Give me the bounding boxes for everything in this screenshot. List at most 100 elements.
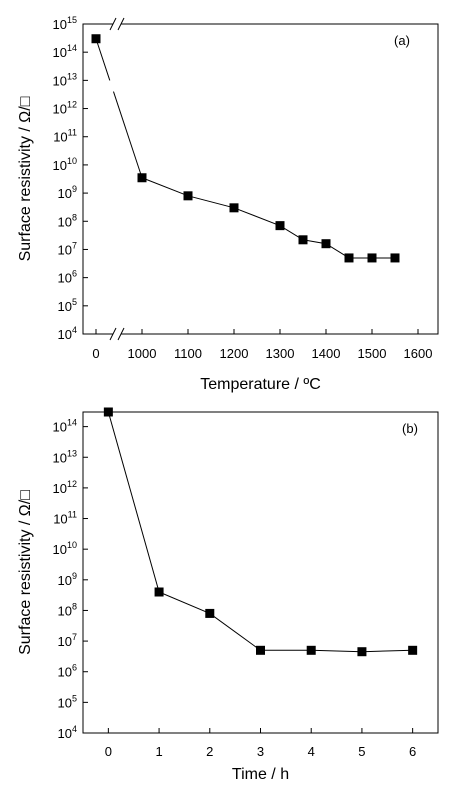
y-tick-exponent: 11 — [68, 128, 77, 138]
series-line-segment — [113, 91, 143, 178]
data-point — [91, 34, 101, 44]
y-tick-exponent: 8 — [72, 212, 77, 222]
y-tick-label: 104 — [58, 325, 77, 342]
y-tick-base: 10 — [58, 327, 72, 342]
x-tick-label: 5 — [358, 744, 365, 759]
x-tick-label: 4 — [308, 744, 315, 759]
y-tick-base: 10 — [58, 271, 72, 286]
plot-frame — [82, 411, 439, 734]
series-line — [141, 177, 395, 259]
data-point — [256, 645, 265, 655]
y-tick-label: 1011 — [53, 510, 77, 527]
data-point — [344, 253, 354, 263]
data-point — [275, 221, 285, 231]
data-point — [357, 647, 367, 657]
x-axis-title: Temperature / ºC — [200, 376, 321, 393]
y-tick-exponent: 10 — [67, 156, 77, 166]
y-tick-exponent: 6 — [72, 269, 77, 279]
y-tick-exponent: 6 — [72, 663, 77, 673]
y-tick-label: 1010 — [53, 156, 77, 173]
y-tick-label: 1013 — [53, 448, 77, 465]
x-tick-label: 3 — [257, 744, 264, 759]
y-tick-label: 108 — [58, 601, 77, 618]
data-point — [390, 253, 400, 263]
y-tick-exponent: 14 — [67, 418, 77, 428]
y-tick-exponent: 13 — [67, 71, 77, 81]
y-tick-base: 10 — [58, 299, 72, 314]
y-tick-label: 1014 — [53, 43, 77, 60]
y-tick-base: 10 — [58, 695, 72, 710]
y-tick-label: 108 — [58, 212, 77, 229]
data-point — [205, 608, 215, 618]
series-line — [107, 411, 413, 653]
y-tick-label: 1012 — [53, 100, 77, 117]
panel-label: (a) — [394, 33, 410, 48]
y-tick-label: 109 — [58, 571, 77, 588]
data-point — [183, 191, 193, 201]
y-tick-exponent: 15 — [67, 15, 77, 25]
panel-label: (b) — [402, 421, 418, 436]
y-tick-base: 10 — [58, 634, 72, 649]
x-tick-label: 0 — [105, 744, 112, 759]
x-tick-label: 1300 — [266, 346, 295, 361]
y-tick-exponent: 8 — [72, 601, 77, 611]
y-tick-base: 10 — [53, 158, 67, 173]
data-point — [229, 203, 239, 213]
chart-panel-0: 1041051061071081091010101110121013101410… — [17, 15, 439, 393]
x-tick-label: 0 — [92, 346, 99, 361]
y-axis-title: Surface resistivity / Ω/□ — [17, 96, 34, 261]
x-tick-label: 2 — [206, 744, 213, 759]
y-tick-base: 10 — [58, 573, 72, 588]
x-tick-label: 1600 — [404, 346, 433, 361]
y-tick-label: 1011 — [53, 128, 77, 145]
y-tick-base: 10 — [53, 73, 67, 88]
y-tick-label: 105 — [58, 297, 77, 314]
y-tick-base: 10 — [58, 186, 72, 201]
data-point — [137, 173, 147, 183]
y-tick-label: 107 — [58, 632, 77, 649]
y-tick-exponent: 4 — [72, 325, 77, 335]
data-point — [321, 239, 331, 249]
y-tick-exponent: 5 — [72, 693, 77, 703]
axis-break-mark — [117, 17, 125, 31]
y-tick-base: 10 — [58, 214, 72, 229]
data-point — [103, 407, 113, 417]
y-tick-base: 10 — [53, 512, 67, 527]
x-tick-label: 6 — [409, 744, 416, 759]
y-tick-label: 1015 — [53, 15, 77, 32]
y-tick-exponent: 10 — [67, 540, 77, 550]
y-tick-label: 1010 — [53, 540, 77, 557]
y-tick-label: 109 — [58, 184, 77, 201]
y-tick-base: 10 — [53, 542, 67, 557]
y-tick-base: 10 — [53, 102, 67, 117]
axis-break-mark — [109, 17, 117, 31]
y-tick-label: 1014 — [53, 418, 77, 435]
y-tick-exponent: 7 — [72, 240, 77, 250]
y-tick-base: 10 — [58, 665, 72, 680]
y-tick-base: 10 — [58, 242, 72, 257]
plot-frame — [82, 23, 439, 335]
x-tick-label: 1500 — [358, 346, 387, 361]
y-tick-base: 10 — [53, 130, 67, 145]
y-tick-exponent: 13 — [67, 448, 77, 458]
y-tick-label: 1013 — [53, 71, 77, 88]
y-tick-base: 10 — [58, 603, 72, 618]
y-tick-label: 106 — [58, 269, 77, 286]
y-tick-exponent: 12 — [67, 479, 77, 489]
y-tick-base: 10 — [53, 420, 67, 435]
axis-break-gap — [113, 18, 121, 30]
y-tick-exponent: 4 — [72, 724, 77, 734]
y-tick-label: 107 — [58, 240, 77, 257]
x-tick-label: 1200 — [220, 346, 249, 361]
y-tick-exponent: 11 — [68, 510, 77, 520]
data-point — [298, 235, 308, 245]
y-tick-exponent: 12 — [67, 100, 77, 110]
y-tick-exponent: 7 — [72, 632, 77, 642]
y-tick-base: 10 — [53, 45, 67, 60]
data-point — [306, 645, 316, 655]
y-tick-label: 104 — [58, 724, 77, 741]
y-tick-label: 105 — [58, 693, 77, 710]
x-tick-label: 1100 — [174, 346, 202, 361]
x-axis-title: Time / h — [232, 766, 289, 783]
